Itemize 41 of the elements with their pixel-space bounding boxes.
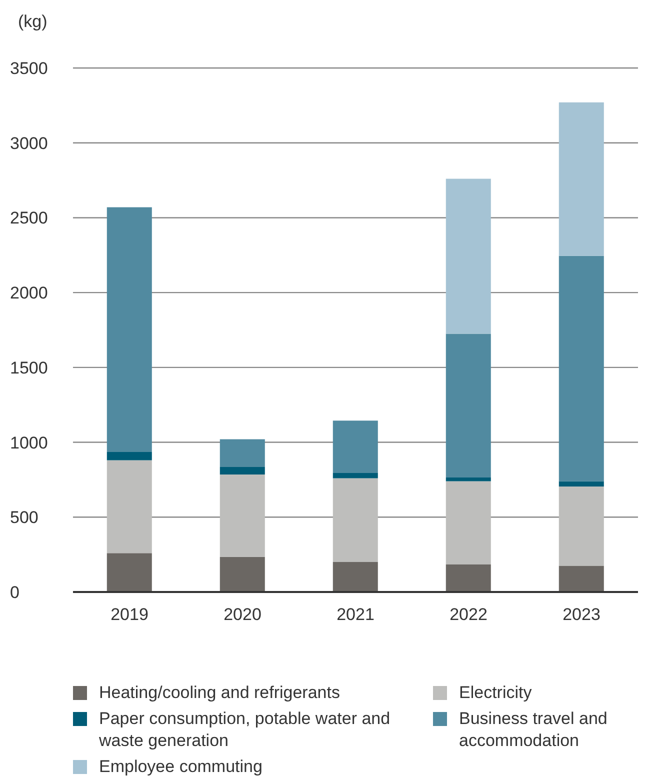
bar xyxy=(106,452,152,460)
bar xyxy=(558,481,604,486)
bar xyxy=(332,472,378,478)
x-tick-label: 2019 xyxy=(110,605,148,624)
bar xyxy=(558,256,604,482)
y-tick-label: 3500 xyxy=(10,59,48,78)
legend-label: Business travel and accommodation xyxy=(459,708,608,752)
bar xyxy=(220,439,265,467)
x-tick-label: 2021 xyxy=(336,605,374,624)
y-axis-title: (kg) xyxy=(18,12,48,32)
x-tick-label: 2022 xyxy=(450,605,488,624)
bar xyxy=(106,207,152,452)
bar xyxy=(446,178,491,334)
legend-label: Heating/cooling and refrigerants xyxy=(99,682,340,704)
legend-label: Employee commuting xyxy=(99,756,262,778)
x-tick-label: 2020 xyxy=(224,605,262,624)
bar xyxy=(558,102,604,256)
bar xyxy=(220,556,265,592)
y-tick-label: 500 xyxy=(10,508,38,528)
y-tick-label: 1500 xyxy=(10,358,48,378)
bar xyxy=(106,553,152,592)
bar xyxy=(332,420,378,473)
bar xyxy=(558,486,604,566)
legend-label: Electricity xyxy=(459,682,532,704)
y-tick-label: 0 xyxy=(10,583,20,602)
x-tick-label: 2023 xyxy=(562,605,600,624)
bar xyxy=(558,566,604,592)
bar xyxy=(446,334,491,478)
y-tick-label: 1000 xyxy=(10,433,48,452)
bar xyxy=(106,460,152,554)
bar xyxy=(332,562,378,592)
bar xyxy=(332,478,378,562)
y-tick-label: 3000 xyxy=(10,134,48,153)
y-tick-label: 2500 xyxy=(10,208,48,228)
bar xyxy=(446,477,491,482)
bar xyxy=(446,481,491,564)
y-tick-label: 2000 xyxy=(10,284,48,303)
bar xyxy=(220,466,265,474)
bar xyxy=(220,474,265,557)
bar xyxy=(446,564,491,592)
legend-label: Paper consumption, potable water and waste generation xyxy=(99,708,392,752)
